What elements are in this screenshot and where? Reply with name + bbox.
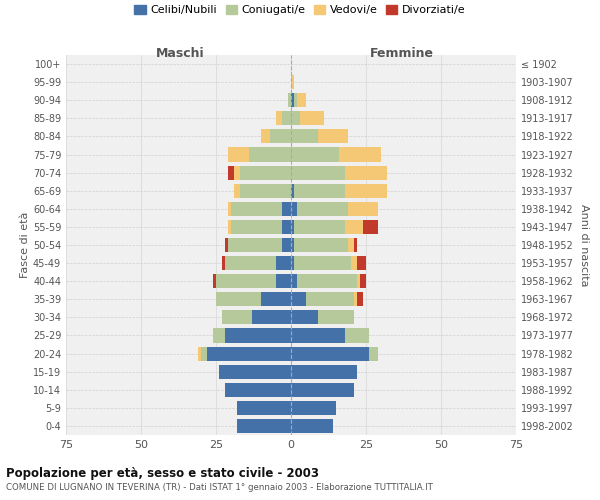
Bar: [276, 256, 291, 270]
Bar: [348, 238, 354, 252]
Bar: [234, 184, 240, 198]
Bar: [360, 274, 366, 288]
Bar: [291, 310, 318, 324]
Bar: [237, 419, 291, 433]
Bar: [339, 148, 381, 162]
Bar: [291, 93, 294, 108]
Bar: [345, 166, 387, 179]
Bar: [225, 382, 291, 397]
Bar: [297, 274, 357, 288]
Bar: [306, 292, 354, 306]
Bar: [318, 130, 348, 143]
Bar: [291, 184, 294, 198]
Legend: Celibi/Nubili, Coniugati/e, Vedovi/e, Divorziati/e: Celibi/Nubili, Coniugati/e, Vedovi/e, Di…: [130, 0, 470, 20]
Bar: [213, 274, 216, 288]
Bar: [288, 93, 291, 108]
Bar: [291, 130, 318, 143]
Bar: [291, 401, 336, 415]
Bar: [225, 256, 276, 270]
Bar: [231, 220, 282, 234]
Bar: [291, 274, 297, 288]
Bar: [294, 184, 345, 198]
Bar: [252, 310, 291, 324]
Bar: [261, 130, 270, 143]
Bar: [354, 238, 357, 252]
Bar: [291, 419, 333, 433]
Bar: [351, 256, 357, 270]
Bar: [291, 75, 294, 89]
Bar: [228, 202, 231, 216]
Bar: [198, 346, 201, 360]
Bar: [231, 202, 282, 216]
Bar: [357, 292, 363, 306]
Bar: [282, 238, 291, 252]
Bar: [345, 184, 387, 198]
Bar: [294, 256, 351, 270]
Bar: [345, 328, 369, 342]
Bar: [237, 401, 291, 415]
Bar: [249, 148, 291, 162]
Bar: [276, 112, 282, 126]
Bar: [291, 328, 345, 342]
Bar: [369, 346, 378, 360]
Text: Maschi: Maschi: [155, 48, 205, 60]
Bar: [228, 238, 282, 252]
Bar: [228, 148, 249, 162]
Bar: [357, 274, 360, 288]
Bar: [291, 346, 369, 360]
Bar: [291, 112, 300, 126]
Bar: [291, 220, 294, 234]
Bar: [345, 220, 363, 234]
Bar: [291, 148, 339, 162]
Bar: [357, 256, 366, 270]
Bar: [294, 220, 345, 234]
Bar: [276, 274, 291, 288]
Bar: [297, 93, 306, 108]
Bar: [291, 382, 354, 397]
Bar: [291, 202, 297, 216]
Bar: [213, 328, 225, 342]
Bar: [282, 112, 291, 126]
Bar: [228, 220, 231, 234]
Bar: [291, 166, 345, 179]
Bar: [270, 130, 291, 143]
Bar: [291, 292, 306, 306]
Bar: [234, 166, 240, 179]
Bar: [294, 93, 297, 108]
Bar: [225, 238, 228, 252]
Bar: [216, 292, 261, 306]
Bar: [282, 202, 291, 216]
Text: Popolazione per età, sesso e stato civile - 2003: Popolazione per età, sesso e stato civil…: [6, 466, 319, 479]
Bar: [294, 238, 348, 252]
Bar: [291, 364, 357, 378]
Bar: [348, 202, 378, 216]
Bar: [228, 166, 234, 179]
Bar: [225, 328, 291, 342]
Text: Femmine: Femmine: [370, 48, 434, 60]
Bar: [291, 256, 294, 270]
Bar: [219, 364, 291, 378]
Bar: [300, 112, 324, 126]
Bar: [222, 310, 252, 324]
Bar: [297, 202, 348, 216]
Bar: [240, 184, 291, 198]
Bar: [201, 346, 207, 360]
Bar: [207, 346, 291, 360]
Bar: [261, 292, 291, 306]
Y-axis label: Fasce di età: Fasce di età: [20, 212, 30, 278]
Bar: [240, 166, 291, 179]
Bar: [318, 310, 354, 324]
Y-axis label: Anni di nascita: Anni di nascita: [579, 204, 589, 286]
Bar: [291, 238, 294, 252]
Text: COMUNE DI LUGNANO IN TEVERINA (TR) - Dati ISTAT 1° gennaio 2003 - Elaborazione T: COMUNE DI LUGNANO IN TEVERINA (TR) - Dat…: [6, 482, 433, 492]
Bar: [363, 220, 378, 234]
Bar: [216, 274, 276, 288]
Bar: [354, 292, 357, 306]
Bar: [222, 256, 225, 270]
Bar: [282, 220, 291, 234]
